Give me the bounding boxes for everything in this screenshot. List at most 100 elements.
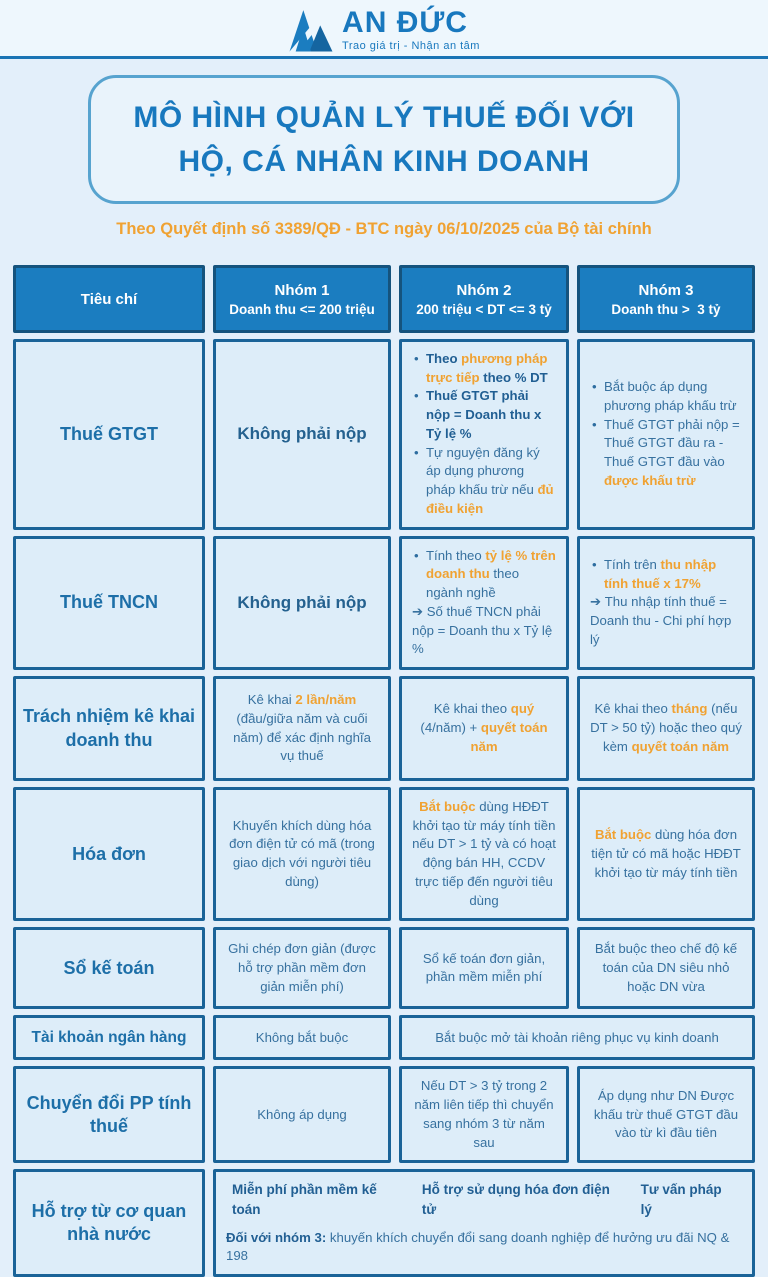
header-line2: Doanh thu > 3 tỷ xyxy=(611,301,721,317)
table-row: Sổ kế toán Ghi chép đơn giản (được hỗ trợ… xyxy=(13,927,755,1010)
value-cell: Bắt buộc áp dụng phương pháp khấu trừThu… xyxy=(577,339,755,530)
criteria-cell: Tài khoản ngân hàng xyxy=(13,1015,205,1061)
value-cell: Kê khai theo tháng (nếu DT > 50 tỷ) hoặc… xyxy=(577,676,755,782)
text-segment: Thuế GTGT phải nộp = Doanh thu x Tỷ lệ % xyxy=(426,388,542,441)
text-segment: Không bắt buộc xyxy=(255,1029,349,1045)
arrow-note: Số thuế TNCN phải nộp = Doanh thu x Tỷ l… xyxy=(412,603,556,659)
arrow-note: Thu nhập tính thuế = Doanh thu - Chi phí… xyxy=(590,593,742,649)
text-segment: Kê khai theo xyxy=(594,701,672,717)
text-segment: tháng xyxy=(671,701,708,717)
text-segment: dùng hóa đơn tiện tử có mã hoặc HĐĐT khở… xyxy=(591,827,741,880)
header-line1: Tiêu chí xyxy=(80,290,138,308)
header-line2: 200 triệu < DT <= 3 tỷ xyxy=(416,301,552,317)
bullet-item: Thuế GTGT phải nộp = Thuế GTGT đầu ra - … xyxy=(590,416,742,491)
header-line1: Nhóm 1 xyxy=(274,281,330,299)
text-segment: dùng HĐĐT khởi tạo từ máy tính tiền nếu … xyxy=(412,799,556,908)
bullet-item: Tự nguyện đăng ký áp dụng phương pháp kh… xyxy=(412,444,556,519)
text-segment: quý xyxy=(510,701,535,717)
text-segment: Không phải nộp xyxy=(237,424,367,444)
criteria-cell: Thuế GTGT xyxy=(13,339,205,530)
text-line: Bắt buộc dùng hóa đơn tiện tử có mã hoặc… xyxy=(590,826,742,882)
text-line: Khuyến khích dùng hóa đơn điện tử có mã … xyxy=(226,817,378,892)
value-cell: Kê khai theo quý (4/năm) + quyết toán nă… xyxy=(399,676,569,782)
text-line: Không bắt buộc xyxy=(256,1029,348,1048)
header-cell-group-1: Nhóm 1 Doanh thu <= 200 triệu xyxy=(213,265,391,333)
text-line: Sổ kế toán đơn giản, phần mềm miễn phí xyxy=(412,950,556,987)
text-segment: 2 lần/năm xyxy=(295,692,357,708)
value-cell: Sổ kế toán đơn giản, phần mềm miễn phí xyxy=(399,927,569,1010)
text-segment: Bắt buộc theo chế độ kế toán của DN siêu… xyxy=(594,941,738,994)
text-segment: Miễn phí phần mềm kế toán xyxy=(232,1182,377,1217)
text-line: Không phải nộp xyxy=(237,591,366,615)
text-line: Áp dụng như DN Được khấu trừ thuế GTGT đ… xyxy=(590,1087,742,1143)
value-cell: Ghi chép đơn giản (được hỗ trợ phần mềm … xyxy=(213,927,391,1010)
text-segment: quyết toán năm xyxy=(470,720,548,754)
text-line: Bắt buộc theo chế độ kế toán của DN siêu… xyxy=(590,940,742,996)
logo-header: AN ĐỨC Trao giá trị - Nhận an tâm xyxy=(0,0,768,56)
text-line: Bắt buộc dùng HĐĐT khởi tạo từ máy tính … xyxy=(412,798,556,910)
text-segment: đủ điều kiện xyxy=(426,482,554,516)
header-line2: Doanh thu <= 200 triệu xyxy=(229,301,375,317)
criteria-cell: Trách nhiệm kê khai doanh thu xyxy=(13,676,205,782)
table-row: Hỗ trợ từ cơ quan nhà nước Miễn phí phần … xyxy=(13,1169,755,1277)
header-cell-criteria: Tiêu chí xyxy=(13,265,205,333)
text-segment: Tính trên xyxy=(604,556,661,572)
text-segment: theo % DT xyxy=(483,369,548,385)
text-segment: Kê khai theo xyxy=(433,701,511,717)
text-line: Kê khai theo tháng (nếu DT > 50 tỷ) hoặc… xyxy=(590,700,742,756)
title-box: MÔ HÌNH QUẢN LÝ THUẾ ĐỐI VỚI HỘ, CÁ NHÂN… xyxy=(88,75,680,204)
text-line: Kê khai theo quý (4/năm) + quyết toán nă… xyxy=(412,700,556,756)
bullet-item: Thuế GTGT phải nộp = Doanh thu x Tỷ lệ % xyxy=(412,387,556,443)
logo-name: AN ĐỨC xyxy=(342,6,468,39)
text-segment: Bắt buộc xyxy=(419,799,476,815)
text-segment: Không phải nộp xyxy=(237,592,367,612)
text-segment: Số thuế TNCN phải nộp = Doanh thu x Tỷ l… xyxy=(412,603,553,657)
table-row: Chuyển đổi PP tính thuế Không áp dụng Nếu … xyxy=(13,1066,755,1164)
table-row: Trách nhiệm kê khai doanh thu Kê khai 2 l… xyxy=(13,676,755,782)
criteria-cell: Hỗ trợ từ cơ quan nhà nước xyxy=(13,1169,205,1277)
text-segment: (đầu/giữa năm và cuối năm) để xác định n… xyxy=(233,710,371,764)
value-cell: Kê khai 2 lần/năm (đầu/giữa năm và cuối … xyxy=(213,676,391,782)
logo-tagline: Trao giá trị - Nhận an tâm xyxy=(342,40,480,52)
criteria-cell: Thuế TNCN xyxy=(13,535,205,671)
text-segment: Không áp dụng xyxy=(257,1106,347,1122)
value-cell: Nếu DT > 3 tỷ trong 2 năm liên tiếp thì … xyxy=(399,1066,569,1164)
text-segment: Hỗ trợ sử dụng hóa đơn điện tử xyxy=(421,1182,610,1217)
criteria-cell: Chuyển đổi PP tính thuế xyxy=(13,1066,205,1164)
table-row: Thuế TNCN Không phải nộp Tính theo tỷ lệ %… xyxy=(13,535,755,671)
text-line: Không phải nộp xyxy=(237,422,366,446)
bullet-item: Theo phương pháp trực tiếp theo % DT xyxy=(412,350,556,387)
criteria-cell: Hóa đơn xyxy=(13,787,205,922)
support-items-row: Miễn phí phần mềm kế toán Hỗ trợ sử dụng … xyxy=(226,1180,742,1218)
header-line1: Nhóm 3 xyxy=(638,281,694,299)
value-cell: Bắt buộc dùng hóa đơn tiện tử có mã hoặc… xyxy=(577,787,755,922)
value-cell: Bắt buộc theo chế độ kế toán của DN siêu… xyxy=(577,927,755,1010)
text-segment: Ghi chép đơn giản (được hỗ trợ phần mềm … xyxy=(228,941,376,994)
text-line: Nếu DT > 3 tỷ trong 2 năm liên tiếp thì … xyxy=(412,1077,556,1152)
text-segment: Thuế GTGT phải nộp = Thuế GTGT đầu ra - … xyxy=(604,416,740,470)
text-segment: Bắt buộc mở tài khoản riêng phục vụ kinh… xyxy=(435,1029,719,1045)
tax-table: Tiêu chí Nhóm 1 Doanh thu <= 200 triệu Nhóm… xyxy=(13,265,755,1277)
text-segment: Tính theo xyxy=(426,547,486,563)
text-line: Ghi chép đơn giản (được hỗ trợ phần mềm … xyxy=(226,940,378,996)
value-cell: Không bắt buộc xyxy=(213,1015,391,1061)
table-row: Hóa đơn Khuyến khích dùng hóa đơn điện tử… xyxy=(13,787,755,922)
table-row: Tài khoản ngân hàng Không bắt buộc Bắt buộ… xyxy=(13,1015,755,1061)
header-cell-group-3: Nhóm 3 Doanh thu > 3 tỷ xyxy=(577,265,755,333)
text-segment: (nếu DT > 50 tỷ) hoặc theo quý kèm xyxy=(590,701,742,754)
text-segment: Kê khai xyxy=(247,692,296,708)
subtitle: Theo Quyết định số 3389/QĐ - BTC ngày 06… xyxy=(116,220,652,238)
text-segment: Thu nhập tính thuế = Doanh thu - Chi phí… xyxy=(590,594,732,647)
value-cell: Tính theo tỷ lệ % trên doanh thu theo ng… xyxy=(399,535,569,671)
value-cell: Không áp dụng xyxy=(213,1066,391,1164)
value-cell: Theo phương pháp trực tiếp theo % DTThuế… xyxy=(399,339,569,530)
text-segment: Sổ kế toán đơn giản, phần mềm miễn phí xyxy=(422,950,546,985)
text-segment: Theo xyxy=(426,351,462,366)
text-segment: Đối với nhóm 3: xyxy=(226,1229,330,1245)
text-segment: thu nhập tính thuế x 17% xyxy=(604,556,717,591)
text-line: Không áp dụng xyxy=(257,1106,346,1125)
logo-mountain-icon xyxy=(289,10,333,52)
value-cell: Không phải nộp xyxy=(213,535,391,671)
value-cell: Miễn phí phần mềm kế toán Hỗ trợ sử dụng … xyxy=(213,1169,755,1277)
header-line1: Nhóm 2 xyxy=(456,281,512,299)
